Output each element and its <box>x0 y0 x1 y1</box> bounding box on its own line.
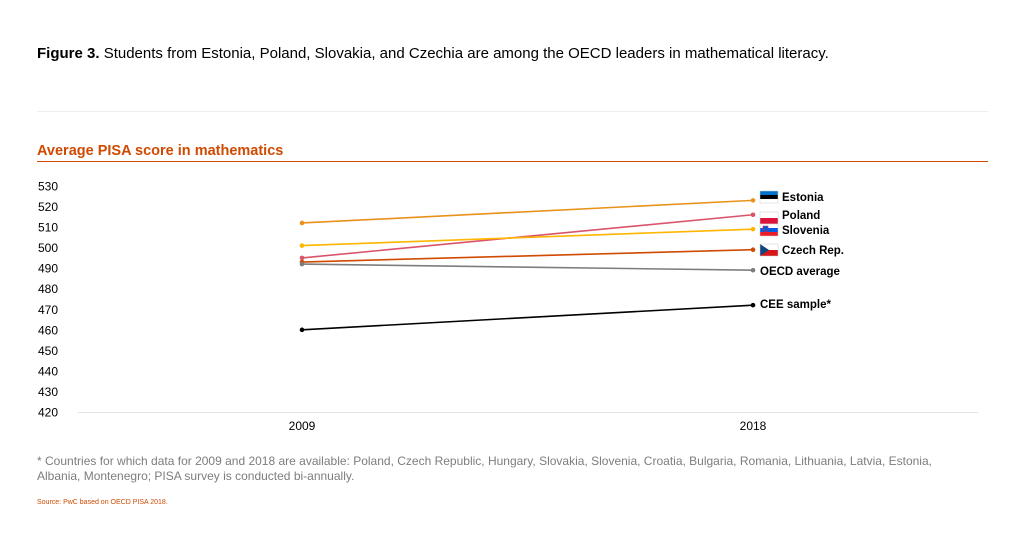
flag-stripe <box>760 224 778 228</box>
flag-coat-of-arms <box>762 225 769 232</box>
line-chart: 420 430 440 450 460 470 480 490 500 510 520 530 200… <box>38 180 978 433</box>
flag-border <box>759 243 779 257</box>
series-labels: Estonia Poland Slovenia Czech Rep. OECD aver… <box>759 190 844 311</box>
poland-flag-icon <box>759 211 779 225</box>
flag-border <box>759 190 779 204</box>
flag-stripe <box>760 232 778 236</box>
series-label-poland: Poland <box>782 210 820 222</box>
series-label-oecd-average: OECD average <box>760 266 840 278</box>
y-tick-label: 440 <box>38 364 58 378</box>
x-axis: 2009 2018 <box>78 412 978 433</box>
data-point-oecd-average <box>750 267 756 273</box>
figure-caption-text: Students from Estonia, Poland, Slovakia,… <box>103 45 829 62</box>
flag-stripe <box>760 195 778 199</box>
series-label-estonia: Estonia <box>782 192 824 204</box>
series-label-czech-rep: Czech Rep. <box>782 245 844 257</box>
y-tick-label: 500 <box>38 241 58 255</box>
flag-stripe <box>760 244 778 250</box>
series-line-oecd-average <box>301 263 754 272</box>
data-point-estonia <box>750 198 756 203</box>
data-point-estonia <box>299 220 305 226</box>
top-divider <box>37 111 988 112</box>
y-tick-label: 480 <box>38 282 58 296</box>
y-tick-label: 430 <box>38 385 58 399</box>
flag-stripe <box>760 250 778 256</box>
y-tick-label: 510 <box>38 221 58 235</box>
data-point-oecd-average <box>299 261 305 267</box>
data-point-cee-sample <box>750 302 756 308</box>
data-point-cee-sample <box>299 327 305 333</box>
series-line-poland <box>301 213 754 259</box>
series-line-cee-sample <box>301 304 754 331</box>
series-line-czech-rep <box>301 248 754 263</box>
x-tick-label: 2009 <box>289 419 316 433</box>
series-line-slovenia <box>301 228 754 247</box>
y-tick-label: 450 <box>38 344 58 358</box>
chart-title: Average PISA score in mathematics <box>37 143 284 159</box>
data-point-slovenia <box>750 226 756 232</box>
slovenia-flag-icon <box>759 223 779 237</box>
series-label-slovenia: Slovenia <box>782 225 830 237</box>
figure-caption: Figure 3. Students from Estonia, Poland,… <box>37 45 829 62</box>
y-tick-label: 520 <box>38 200 58 214</box>
data-point-czech-rep <box>750 247 756 252</box>
x-tick-label: 2018 <box>740 419 767 433</box>
data-point-slovenia <box>299 243 305 248</box>
y-axis: 420 430 440 450 460 470 480 490 500 510 520 530 <box>38 180 58 420</box>
flag-stripe <box>760 218 778 224</box>
series-label-cee-sample: CEE sample* <box>760 299 831 311</box>
data-point-poland <box>750 212 756 218</box>
y-tick-label: 460 <box>38 323 58 337</box>
flag-stripe <box>760 228 778 232</box>
y-tick-label: 530 <box>38 180 58 194</box>
flag-border <box>759 223 779 237</box>
chart-title-underline <box>37 161 988 162</box>
y-tick-label: 470 <box>38 303 58 317</box>
y-tick-label: 490 <box>38 262 58 276</box>
series-line-estonia <box>301 199 754 224</box>
flag-stripe <box>760 191 778 195</box>
flag-stripe <box>760 212 778 218</box>
footnote: * Countries for which data for 2009 and … <box>37 454 932 483</box>
estonia-flag-icon <box>759 190 779 204</box>
source-note: Source: PwC based on OECD PISA 2018. <box>37 499 168 506</box>
flag-stripe <box>760 199 778 203</box>
flag-triangle <box>760 244 769 256</box>
data-point-poland <box>299 255 305 261</box>
y-tick-label: 420 <box>38 406 58 420</box>
chart-series <box>299 198 756 333</box>
figure-label: Figure 3. <box>37 45 100 62</box>
czech-flag-icon <box>759 243 779 257</box>
